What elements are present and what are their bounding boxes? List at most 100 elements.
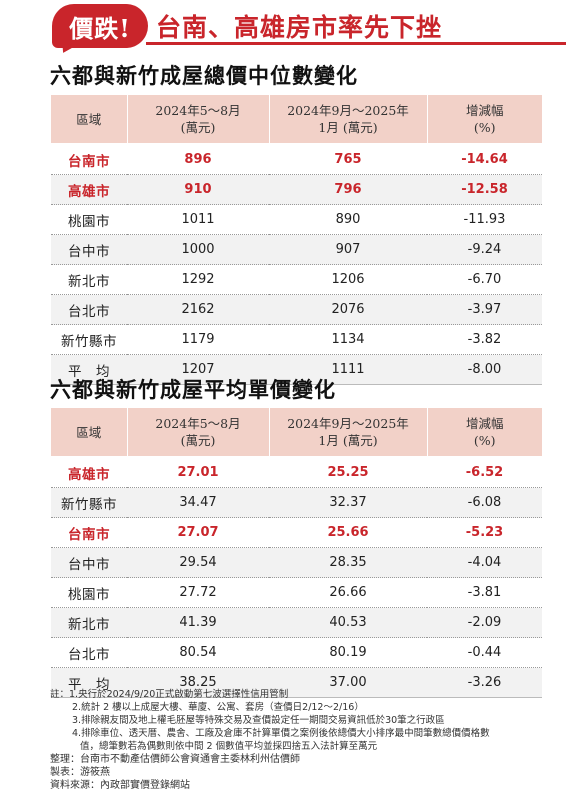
header-period-2-line1: 2024年9月～2025年 bbox=[287, 103, 409, 118]
table-row: 桃園市 27.72 26.66 -3.81 bbox=[51, 577, 542, 608]
header-region-label: 區域 bbox=[76, 111, 102, 127]
cell-period-1-value: 1000 bbox=[127, 234, 269, 265]
cell-period-1-value: 27.01 bbox=[127, 457, 269, 488]
header-period-2-line1: 2024年9月～2025年 bbox=[287, 416, 409, 431]
cell-period-2-value: 32.37 bbox=[269, 487, 427, 518]
header-period-1: 2024年5～8月 (萬元) bbox=[126, 408, 269, 458]
cell-region: 台北市 bbox=[51, 294, 127, 325]
unit-price-table: 區域 2024年5～8月 (萬元) 2024年9月～2025年 1月 (萬元) 增減… bbox=[51, 408, 542, 698]
header-change: 增減幅 (%) bbox=[426, 95, 542, 145]
cell-period-1-value: 29.54 bbox=[127, 547, 269, 578]
cell-region: 台南市 bbox=[51, 144, 127, 175]
cell-period-1-value: 80.54 bbox=[127, 637, 269, 668]
cell-period-2-value: 80.19 bbox=[269, 637, 427, 668]
cell-change-value: -9.24 bbox=[427, 234, 542, 265]
cell-change-value: -3.82 bbox=[427, 324, 542, 355]
headline-banner: 價跌! 台南、高雄房市率先下挫 bbox=[0, 0, 574, 60]
cell-change-value: -3.81 bbox=[427, 577, 542, 608]
cell-period-1-value: 27.07 bbox=[127, 517, 269, 548]
cell-period-2-value: 765 bbox=[269, 144, 427, 175]
header-period-2-line2: 1月 (萬元) bbox=[318, 120, 378, 135]
cell-period-2-value: 796 bbox=[269, 174, 427, 205]
note-text: 1.央行於2024/9/20正式啟動第七波選擇性信用管制 bbox=[69, 689, 289, 700]
cell-change-value: -12.58 bbox=[427, 174, 542, 205]
cell-change-value: -6.08 bbox=[427, 487, 542, 518]
cell-change-value: -4.04 bbox=[427, 547, 542, 578]
table-row: 台中市 1000 907 -9.24 bbox=[51, 234, 542, 265]
table-header-row: 區域 2024年5～8月 (萬元) 2024年9月～2025年 1月 (萬元) 增減… bbox=[51, 95, 542, 145]
notes-label: 註： bbox=[50, 689, 70, 700]
table-row: 高雄市 27.01 25.25 -6.52 bbox=[51, 457, 542, 488]
headline-underline bbox=[146, 42, 566, 45]
cell-region: 新北市 bbox=[51, 607, 127, 638]
table-row: 桃園市 1011 890 -11.93 bbox=[51, 204, 542, 235]
cell-change-value: -2.09 bbox=[427, 607, 542, 638]
table2-title: 六都與新竹成屋平均單價變化 bbox=[50, 378, 336, 402]
cell-period-2-value: 40.53 bbox=[269, 607, 427, 638]
cell-change-value: -0.44 bbox=[427, 637, 542, 668]
cell-change-value: -8.00 bbox=[427, 354, 542, 385]
note-item: 2.統計 2 樓以上成屋大樓、華廈、公寓、套房（查價日2/12～2/16） bbox=[72, 702, 364, 713]
table-row: 台北市 2162 2076 -3.97 bbox=[51, 294, 542, 325]
cell-period-2-value: 1134 bbox=[269, 324, 427, 355]
cell-region: 桃園市 bbox=[51, 204, 127, 235]
table-row: 新北市 41.39 40.53 -2.09 bbox=[51, 607, 542, 638]
credit-compiler: 整理：台南市不動產估價師公會資通會主委林利州估價師 bbox=[50, 754, 300, 765]
cell-region: 新北市 bbox=[51, 264, 127, 295]
note-item: 值，總筆數若為偶數則依中間 2 個數值平均並採四捨五入法計算至萬元 bbox=[80, 741, 378, 752]
cell-period-2-value: 1206 bbox=[269, 264, 427, 295]
cell-period-1-value: 1292 bbox=[127, 264, 269, 295]
table-row: 台南市 896 765 -14.64 bbox=[51, 144, 542, 175]
cell-period-2-value: 25.66 bbox=[269, 517, 427, 548]
table-row: 台中市 29.54 28.35 -4.04 bbox=[51, 547, 542, 578]
table1-title: 六都與新竹成屋總價中位數變化 bbox=[50, 64, 358, 88]
cell-period-2-value: 25.25 bbox=[269, 457, 427, 488]
cell-period-2-value: 1111 bbox=[269, 354, 427, 385]
headline-title: 台南、高雄房市率先下挫 bbox=[156, 13, 443, 42]
table-row: 高雄市 910 796 -12.58 bbox=[51, 174, 542, 205]
cell-region: 台北市 bbox=[51, 637, 127, 668]
cell-period-2-value: 2076 bbox=[269, 294, 427, 325]
header-change-line1: 增減幅 bbox=[465, 416, 504, 431]
cell-region: 台中市 bbox=[51, 547, 127, 578]
header-change-line1: 增減幅 bbox=[465, 103, 504, 118]
footnotes: 註：1.央行於2024/9/20正式啟動第七波選擇性信用管制 2.統計 2 樓以… bbox=[50, 688, 560, 792]
header-change-line2: (%) bbox=[473, 433, 496, 448]
cell-region: 高雄市 bbox=[51, 174, 127, 205]
cell-region: 台南市 bbox=[51, 517, 127, 548]
table-row: 平 均 1207 1111 -8.00 bbox=[51, 354, 542, 385]
cell-region: 平 均 bbox=[51, 354, 127, 385]
cell-region: 新竹縣市 bbox=[51, 487, 127, 518]
cell-change-value: -14.64 bbox=[427, 144, 542, 175]
note-item: 註：1.央行於2024/9/20正式啟動第七波選擇性信用管制 bbox=[50, 688, 560, 701]
header-period-1-line1: 2024年5～8月 bbox=[155, 103, 241, 118]
table-header-row: 區域 2024年5～8月 (萬元) 2024年9月～2025年 1月 (萬元) 增減… bbox=[51, 408, 542, 458]
cell-period-1-value: 1179 bbox=[127, 324, 269, 355]
cell-period-2-value: 890 bbox=[269, 204, 427, 235]
header-change: 增減幅 (%) bbox=[426, 408, 542, 458]
cell-region: 高雄市 bbox=[51, 457, 127, 488]
header-period-1-line2: (萬元) bbox=[180, 433, 216, 448]
cell-period-1-value: 896 bbox=[127, 144, 269, 175]
cell-change-value: -3.26 bbox=[427, 667, 542, 698]
cell-period-1-value: 41.39 bbox=[127, 607, 269, 638]
table-row: 新竹縣市 1179 1134 -3.82 bbox=[51, 324, 542, 355]
header-region: 區域 bbox=[51, 95, 127, 145]
header-period-1-line1: 2024年5～8月 bbox=[155, 416, 241, 431]
table-row: 台南市 27.07 25.66 -5.23 bbox=[51, 517, 542, 548]
header-period-1-line2: (萬元) bbox=[180, 120, 216, 135]
cell-period-1-value: 2162 bbox=[127, 294, 269, 325]
header-period-2: 2024年9月～2025年 1月 (萬元) bbox=[268, 408, 427, 458]
header-period-2-line2: 1月 (萬元) bbox=[318, 433, 378, 448]
cell-period-1-value: 1207 bbox=[127, 354, 269, 385]
credit-source: 資料來源：內政部實價登錄網站 bbox=[50, 780, 190, 791]
cell-period-1-value: 910 bbox=[127, 174, 269, 205]
note-item: 4.排除車位、透天厝、農舍、工廠及倉庫不計算單價之案例後依總價大小排序最中間筆數… bbox=[72, 728, 490, 739]
cell-period-2-value: 37.00 bbox=[269, 667, 427, 698]
cell-change-value: -5.23 bbox=[427, 517, 542, 548]
cell-region: 新竹縣市 bbox=[51, 324, 127, 355]
cell-region: 平 均 bbox=[51, 667, 127, 698]
cell-change-value: -3.97 bbox=[427, 294, 542, 325]
table-row: 台北市 80.54 80.19 -0.44 bbox=[51, 637, 542, 668]
table-row: 平 均 38.25 37.00 -3.26 bbox=[51, 667, 542, 698]
